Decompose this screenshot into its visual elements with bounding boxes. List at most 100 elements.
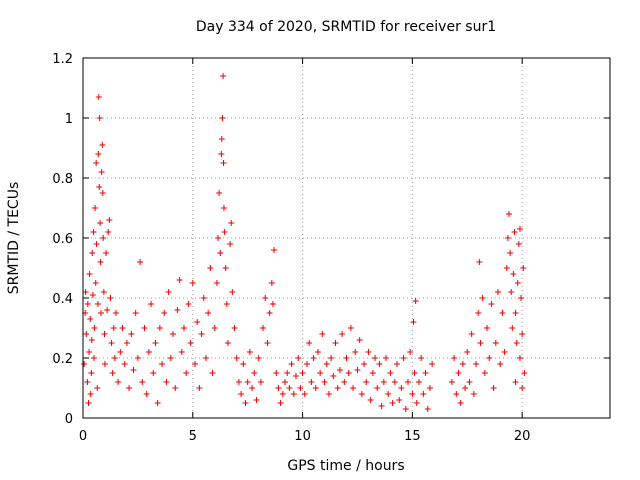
data-point: [242, 400, 249, 406]
data-point: [518, 295, 525, 301]
data-point: [194, 319, 201, 325]
data-point: [148, 301, 155, 307]
data-point: [486, 355, 493, 361]
data-point: [503, 265, 510, 271]
data-point: [223, 301, 230, 307]
data-point: [475, 310, 482, 316]
data-point: [519, 331, 526, 337]
data-point: [87, 391, 94, 397]
x-tick-label: 15: [404, 429, 421, 444]
data-point: [170, 331, 177, 337]
data-point: [495, 289, 502, 295]
x-tick-labels: 0 5 10 15 20: [79, 429, 531, 444]
data-point: [97, 220, 104, 226]
data-point: [345, 370, 352, 376]
data-point: [398, 385, 405, 391]
data-point: [295, 355, 302, 361]
data-point: [218, 151, 225, 157]
data-point: [466, 379, 473, 385]
data-point: [167, 355, 174, 361]
data-point: [132, 310, 139, 316]
data-point: [262, 295, 269, 301]
data-point: [457, 400, 464, 406]
data-point: [404, 379, 411, 385]
data-point: [143, 391, 150, 397]
data-point: [402, 406, 409, 412]
data-point: [354, 367, 361, 373]
data-point: [411, 370, 418, 376]
data-point: [292, 373, 299, 379]
data-point: [92, 280, 99, 286]
data-point: [205, 310, 212, 316]
data-point: [244, 379, 251, 385]
data-point: [152, 340, 159, 346]
data-point: [516, 355, 523, 361]
data-point: [288, 361, 295, 367]
data-point: [235, 379, 242, 385]
data-point: [137, 259, 144, 265]
data-point: [513, 340, 520, 346]
data-point: [396, 397, 403, 403]
data-point: [269, 301, 276, 307]
data-point: [98, 310, 105, 316]
data-point: [284, 370, 291, 376]
data-point: [198, 331, 205, 337]
data-point: [92, 205, 99, 211]
data-point: [178, 349, 185, 355]
data-point: [468, 331, 475, 337]
data-point: [376, 361, 383, 367]
y-tick-label: 0.8: [52, 172, 73, 187]
data-point: [216, 190, 223, 196]
y-axis-label: SRMTID / TECUs: [6, 182, 22, 295]
data-point: [459, 361, 466, 367]
data-point: [123, 340, 130, 346]
data-point: [82, 289, 89, 295]
data-point: [112, 310, 119, 316]
data-point: [246, 349, 253, 355]
data-point: [505, 211, 512, 217]
data-point: [220, 73, 227, 79]
data-point: [86, 271, 93, 277]
data-point: [407, 349, 414, 355]
data-point: [93, 160, 100, 166]
data-point: [387, 370, 394, 376]
data-point: [103, 250, 110, 256]
data-point: [196, 385, 203, 391]
data-point: [134, 355, 141, 361]
data-point: [115, 379, 122, 385]
data-point: [314, 349, 321, 355]
data-point: [172, 385, 179, 391]
data-point: [218, 136, 225, 142]
data-point: [426, 385, 433, 391]
data-point: [217, 250, 224, 256]
data-point: [211, 325, 218, 331]
data-point: [356, 337, 363, 343]
x-tick-label: 0: [79, 429, 87, 444]
data-point: [511, 229, 518, 235]
data-point: [378, 403, 385, 409]
data-point: [141, 325, 148, 331]
y-tick-label: 0.2: [52, 352, 73, 367]
data-point: [297, 385, 304, 391]
data-point: [301, 391, 308, 397]
data-point: [310, 355, 317, 361]
data-point: [321, 379, 328, 385]
data-point: [128, 331, 135, 337]
data-point: [299, 370, 306, 376]
data-point: [412, 298, 419, 304]
data-point: [229, 289, 236, 295]
data-point: [222, 265, 229, 271]
data-point: [200, 295, 207, 301]
data-point: [512, 310, 519, 316]
data-point: [251, 370, 258, 376]
data-point: [516, 226, 523, 232]
data-point: [367, 397, 374, 403]
data-point: [488, 301, 495, 307]
axis-ticks: [82, 57, 610, 419]
data-point: [389, 400, 396, 406]
data-point: [306, 340, 313, 346]
data-point: [227, 241, 234, 247]
data-point: [240, 361, 247, 367]
data-point: [410, 319, 417, 325]
data-point: [365, 349, 372, 355]
